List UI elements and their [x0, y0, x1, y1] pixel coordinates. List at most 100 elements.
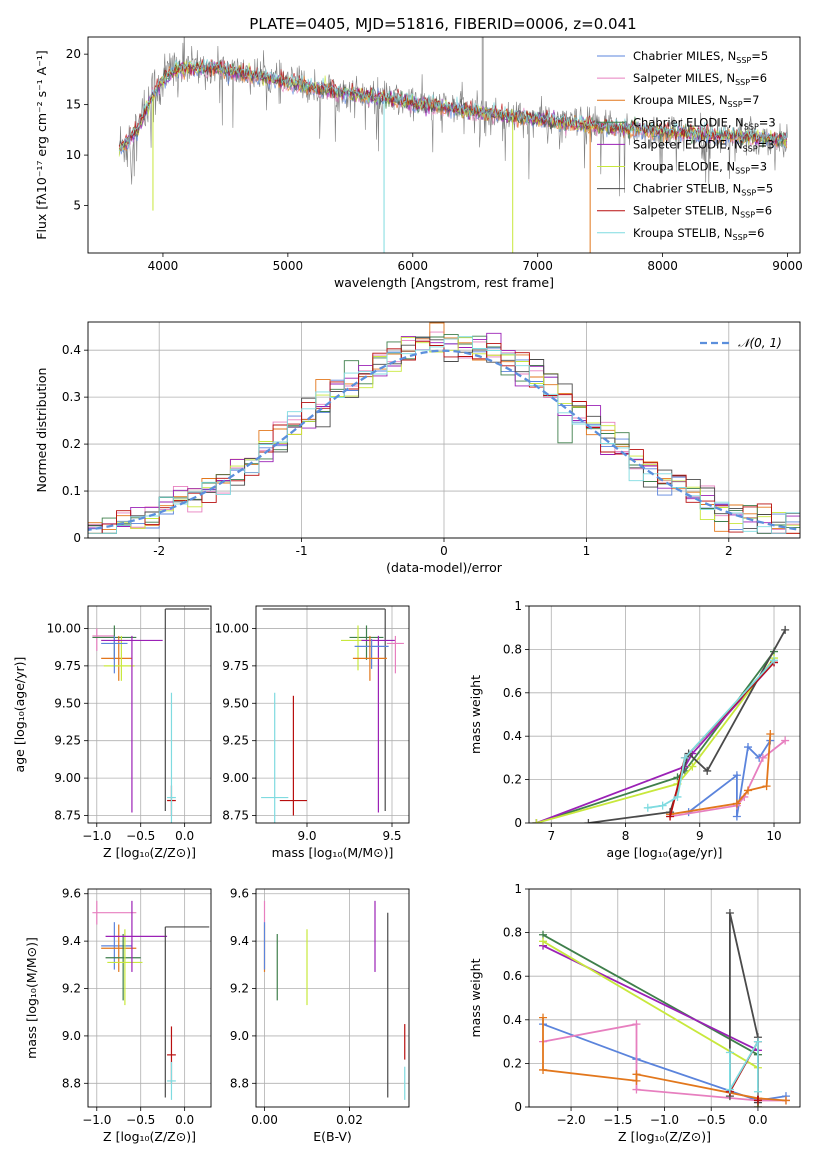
y-axis-label: mass weight — [468, 675, 483, 754]
y-tick-label: 1 — [514, 882, 522, 896]
spectrum-panel: 4000 5000 6000 7000 8000 9000 5 10 15 20 wavelengt… — [34, 36, 803, 290]
weight-marker — [666, 812, 675, 821]
errorbar-point-salpeter-miles — [92, 900, 137, 925]
errorbar-point-chabrier-elodie — [105, 934, 141, 1001]
x-tick-label: −1.0 — [650, 1113, 679, 1127]
weight-marker — [688, 762, 697, 771]
weight-line-kroupa-stelib — [729, 1038, 759, 1093]
weight-marker — [632, 1070, 641, 1079]
x-tick-label: 9.0 — [297, 829, 316, 843]
axes-frame — [87, 36, 801, 254]
y-tick-label: 0 — [514, 816, 522, 830]
errorbar-point-kroupa-miles — [101, 924, 137, 972]
x-tick-label: 8 — [622, 829, 630, 843]
y-tick-label: 9.50 — [54, 696, 81, 710]
y-tick-label: 8.8 — [230, 1076, 249, 1090]
model-line-salpeter-stelib — [118, 59, 788, 151]
weight-line-chabrier-miles — [688, 740, 772, 817]
axes-frame — [87, 888, 212, 1108]
axes-frame — [87, 321, 801, 539]
y-tick-label: 9.4 — [62, 934, 81, 948]
y-tick-label: 9.0 — [230, 1029, 249, 1043]
weight-marker — [770, 656, 779, 665]
x-tick-label: −2.0 — [556, 1113, 585, 1127]
y-tick-label: 9.75 — [222, 659, 249, 673]
y-tick-label: 9.00 — [222, 771, 249, 785]
y-tick-label: 5 — [73, 199, 81, 213]
legend-label-salpeter-stelib: Salpeter STELIB, NSSP=6 — [633, 204, 772, 220]
mass-weight-vs-metallicity-panel: −2.0 −1.5 −1.0 −0.5 0.0 0 0.2 0.4 0.6 0.8 1 Z [log₁… — [468, 882, 801, 1144]
axes-frame — [255, 888, 410, 1108]
errorbar-point-kroupa-stelib — [167, 1061, 176, 1100]
age-vs-mass-panel: 9.0 9.5 8.75 9.00 9.25 9.50 9.75 10.00 mass [log… — [215, 605, 410, 860]
errorbar-point-chabrier-miles — [354, 638, 389, 669]
x-axis-label: age [log₁₀(age/yr)] — [607, 845, 723, 860]
weight-marker — [732, 771, 741, 780]
errorbar-point-salpeter-miles — [92, 628, 115, 651]
y-tick-label: 0.8 — [503, 926, 522, 940]
y-tick-label: 15 — [66, 98, 81, 112]
weight-plot-area — [539, 908, 790, 1107]
x-tick-label: 7000 — [522, 259, 553, 273]
errorbar-plot-area — [92, 900, 210, 1100]
y-tick-label: 9.4 — [230, 934, 249, 948]
errorbar-plot-area — [263, 900, 406, 1100]
y-tick-label: 8.8 — [62, 1076, 81, 1090]
weight-marker — [781, 625, 790, 634]
spectrum-legend: Chabrier MILES, NSSP=5 Salpeter MILES, NS… — [597, 49, 776, 242]
weight-marker — [725, 1048, 734, 1057]
legend-label-chabrier-miles: Chabrier MILES, NSSP=5 — [633, 49, 768, 65]
histogram-salpeter-stelib — [88, 340, 800, 534]
mass-weight-vs-age-panel: 7 8 9 10 0 0.2 0.4 0.6 0.8 1 age [log₁₀(age/yr)] ma… — [468, 599, 801, 860]
legend-label-kroupa-stelib: Kroupa STELIB, NSSP=6 — [633, 226, 764, 242]
weight-plot-area — [532, 625, 790, 823]
x-tick-label: −0.5 — [697, 1113, 726, 1127]
y-tick-label: 0.2 — [503, 1056, 522, 1070]
weight-marker — [744, 743, 753, 752]
y-tick-label: 9.6 — [230, 887, 249, 901]
y-tick-label: 10 — [66, 148, 81, 162]
weight-marker — [703, 766, 712, 775]
errorbar-plot-area — [261, 608, 404, 823]
weight-marker — [632, 1085, 641, 1094]
legend-label-salpeter-miles: Salpeter MILES, NSSP=6 — [633, 71, 767, 87]
errorbar-point-chabrier-miles — [101, 635, 128, 674]
weight-marker — [762, 782, 771, 791]
weight-marker — [673, 792, 682, 801]
y-tick-label: 0.8 — [503, 642, 522, 656]
x-tick-label: −1.0 — [82, 829, 111, 843]
x-tick-label: 4000 — [148, 259, 179, 273]
model-line-chabrier-stelib — [118, 60, 788, 149]
x-tick-label: 8000 — [647, 259, 678, 273]
errorbar-point-salpeter-stelib — [279, 695, 307, 816]
y-tick-label: 9.25 — [54, 734, 81, 748]
weight-marker — [539, 1065, 548, 1074]
errorbar-point-kroupa-elodie — [107, 929, 143, 1006]
x-tick-label: 6000 — [397, 259, 428, 273]
errorbar-point-chabrier-stelib — [164, 608, 210, 812]
x-tick-label: −0.5 — [126, 1113, 155, 1127]
errorbar-plot-area — [92, 608, 210, 823]
weight-marker — [753, 1096, 762, 1105]
x-tick-label: 0.0 — [748, 1113, 767, 1127]
x-tick-label: 0 — [440, 544, 448, 558]
y-tick-label: 0.1 — [62, 484, 81, 498]
y-tick-label: 9.2 — [62, 982, 81, 996]
weight-marker — [584, 819, 593, 823]
y-tick-label: 9.50 — [222, 696, 249, 710]
y-tick-label: 0 — [73, 531, 81, 545]
x-axis-label: Z [log₁₀(Z/Z⊙)] — [103, 1129, 196, 1144]
legend-label-salpeter-elodie: Salpeter ELODIE, NSSP=3 — [633, 137, 775, 153]
y-tick-label: 0.4 — [503, 729, 522, 743]
weight-marker — [766, 730, 775, 739]
axes-frame — [255, 605, 410, 824]
y-axis-label: Flux [fλ10⁻¹⁷ erg cm⁻² s⁻¹ A⁻¹] — [34, 50, 49, 239]
weight-line-salpeter-elodie — [536, 661, 775, 823]
errorbar-point-salpeter-elodie — [101, 635, 163, 813]
y-tick-label: 0 — [514, 1100, 522, 1114]
weight-marker — [680, 753, 689, 762]
x-tick-label: −1.5 — [603, 1113, 632, 1127]
x-axis-label: Z [log₁₀(Z/Z⊙)] — [618, 1129, 711, 1144]
weight-marker — [658, 801, 667, 810]
mass-vs-extinction-panel: 0.00 0.02 8.8 9.0 9.2 9.4 9.6 E(B-V) — [230, 887, 410, 1144]
